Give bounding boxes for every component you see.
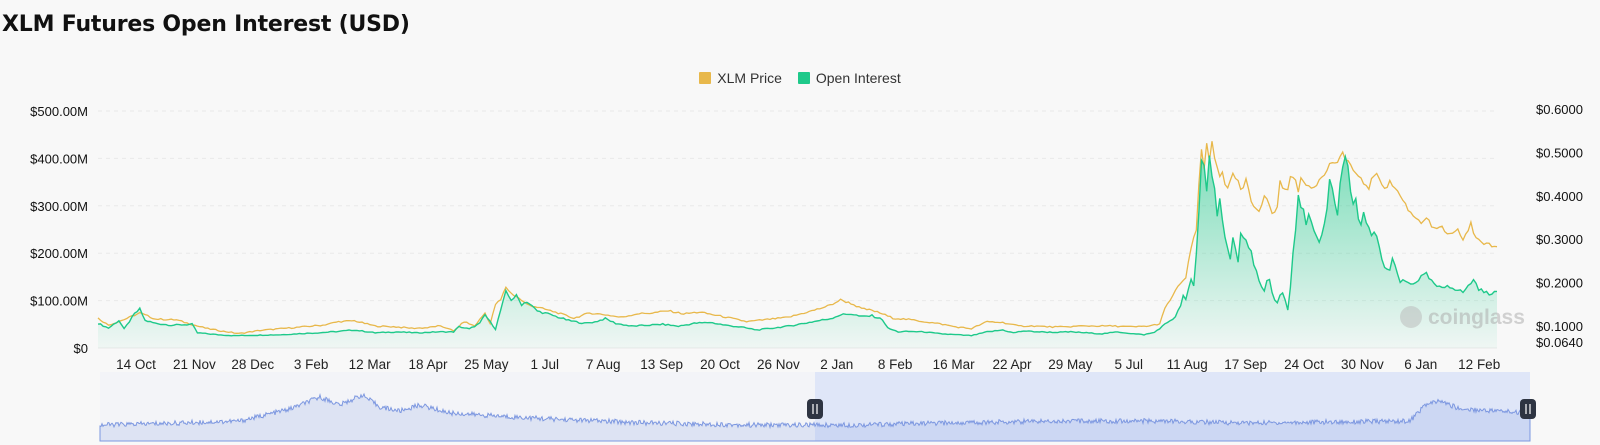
y-left-tick-label: $200.00M [30, 246, 88, 261]
y-right-tick-label: $0.6000 [1536, 102, 1583, 117]
x-tick-label: 21 Nov [173, 357, 216, 372]
coinglass-logo-icon [1400, 306, 1422, 328]
navigator-series [99, 392, 1531, 442]
x-tick-label: 17 Sep [1224, 357, 1267, 372]
watermark-text: coinglass [1428, 306, 1525, 329]
x-tick-label: 7 Aug [586, 357, 621, 372]
y-right-tick-label: $0.0640 [1536, 335, 1583, 350]
x-tick-label: 6 Jan [1404, 357, 1437, 372]
open-interest-line [97, 153, 1498, 337]
price-legend-swatch [699, 72, 712, 84]
x-tick-label: 14 Oct [116, 357, 156, 372]
x-tick-label: 12 Feb [1458, 357, 1500, 372]
y-left-tick-label: $400.00M [30, 151, 88, 166]
coinglass-watermark: coinglass [1400, 306, 1525, 329]
xlm-price-line [97, 141, 1498, 334]
legend-oi-label: Open Interest [815, 70, 901, 86]
x-tick-label: 11 Aug [1167, 357, 1208, 372]
y-left-tick-label: $0 [74, 341, 88, 356]
page-title: XLM Futures Open Interest (USD) [2, 12, 410, 37]
x-tick-label: 29 May [1048, 357, 1093, 372]
navigator-selection[interactable] [815, 372, 1530, 441]
y-right-tick-label: $0.2000 [1536, 276, 1583, 291]
x-tick-label: 24 Oct [1284, 357, 1324, 372]
legend-item-open-interest[interactable]: Open Interest [797, 70, 901, 86]
oi-legend-swatch [797, 72, 810, 84]
x-tick-label: 8 Feb [878, 357, 913, 372]
navigator-right-handle[interactable] [1520, 399, 1536, 419]
x-tick-label: 30 Nov [1341, 357, 1384, 372]
x-tick-label: 26 Nov [757, 357, 800, 372]
y-right-tick-label: $0.3000 [1536, 232, 1583, 247]
y-left-tick-label: $100.00M [30, 294, 88, 309]
y-left-tick-label: $500.00M [30, 104, 88, 119]
x-tick-label: 25 May [464, 357, 509, 372]
navigator-left-handle[interactable] [807, 399, 823, 419]
x-tick-label: 13 Sep [640, 357, 683, 372]
x-tick-label: 20 Oct [700, 357, 740, 372]
y-right-tick-label: $0.1000 [1536, 319, 1583, 334]
y-right-tick-label: $0.5000 [1536, 145, 1583, 160]
handle-grip[interactable] [1520, 399, 1536, 419]
y-left-tick-label: $300.00M [30, 199, 88, 214]
x-tick-label: 3 Feb [294, 357, 329, 372]
handle-grip[interactable] [807, 399, 823, 419]
x-tick-label: 16 Mar [933, 357, 976, 372]
x-tick-label: 18 Apr [408, 357, 448, 372]
x-tick-label: 12 Mar [349, 357, 392, 372]
y-right-tick-label: $0.4000 [1536, 189, 1583, 204]
legend-price-label: XLM Price [717, 70, 782, 86]
x-tick-label: 5 Jul [1115, 357, 1144, 372]
open-interest-area [98, 155, 1497, 348]
legend-item-price[interactable]: XLM Price [699, 70, 782, 86]
x-tick-label: 28 Dec [231, 357, 274, 372]
x-tick-label: 2 Jan [820, 357, 853, 372]
x-tick-label: 1 Jul [531, 357, 560, 372]
x-tick-label: 22 Apr [992, 357, 1032, 372]
chart-legend: XLM Price Open Interest [0, 70, 1600, 86]
